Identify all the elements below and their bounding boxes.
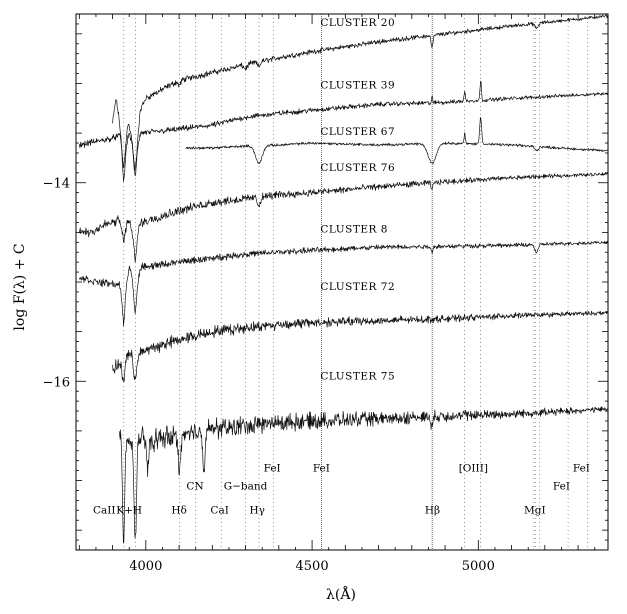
line-label-cn: CN [186, 480, 203, 492]
series-cluster-39 [78, 80, 608, 182]
x-tick-label: 4000 [129, 559, 162, 574]
line-label-h: Hδ [171, 504, 186, 516]
line-label-g-band: G−band [224, 480, 268, 492]
line-label-fei: FeI [264, 463, 281, 475]
x-axis-label: λ(Å) [326, 585, 356, 603]
y-axis-label: log F(λ) + C [12, 243, 28, 330]
line-label-cai: CaI [210, 504, 228, 516]
line-label-oiii: [OIII] [459, 463, 488, 475]
spectral-line-markers [123, 14, 588, 550]
line-label-k-h: K+H [116, 504, 142, 516]
line-label-h: Hγ [249, 504, 264, 516]
series-label-cluster-75: CLUSTER 75 [320, 370, 395, 382]
y-tick-label: −16 [43, 375, 70, 390]
series-label-cluster-76: CLUSTER 76 [320, 162, 395, 174]
x-tick-label: 5000 [462, 559, 495, 574]
axis-ticks: 4000 4500 5000 −14 −16 [43, 13, 608, 574]
series-cluster-67 [185, 117, 609, 165]
series-label-cluster-8: CLUSTER 8 [320, 223, 388, 235]
series-cluster-8 [79, 240, 608, 327]
spectra-series [78, 14, 609, 544]
line-label-h: Hβ [425, 504, 440, 516]
line-label-caii: CaII [93, 504, 116, 516]
chart-labels: CLUSTER 20 CLUSTER 39 CLUSTER 67 CLUSTER 76… [93, 17, 590, 516]
series-cluster-72 [112, 310, 609, 383]
series-label-cluster-72: CLUSTER 72 [320, 281, 395, 293]
series-cluster-76 [78, 172, 608, 263]
series-cluster-75 [118, 406, 609, 544]
y-tick-label: −14 [43, 177, 70, 192]
line-label-fei: FeI [313, 463, 330, 475]
series-label-cluster-20: CLUSTER 20 [320, 17, 395, 29]
series-cluster-20 [112, 14, 609, 171]
line-label-fei: FeI [553, 480, 570, 492]
series-label-cluster-39: CLUSTER 39 [320, 79, 395, 91]
series-label-cluster-67: CLUSTER 67 [320, 126, 395, 138]
line-label-mgi: MgI [524, 504, 546, 516]
line-label-fei: FeI [573, 463, 590, 475]
x-tick-label: 4500 [296, 559, 329, 574]
